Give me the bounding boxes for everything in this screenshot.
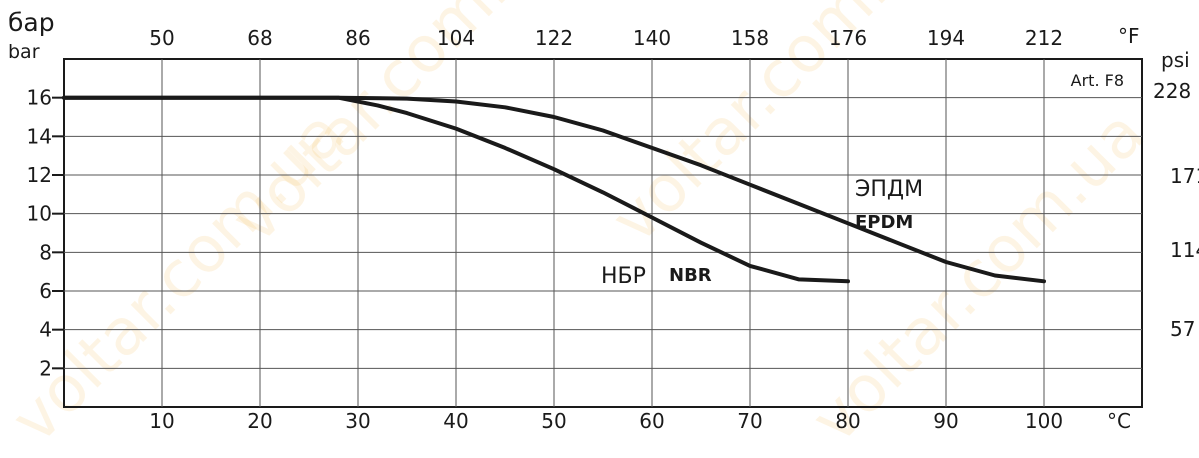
nbr-label-en: NBR [669, 265, 712, 286]
left-axis-label-en: bar [8, 41, 40, 63]
right-axis-unit: psi [1161, 48, 1190, 72]
pressure-temperature-chart: бар bar °F psi °C Art. F8 ЭПДМ EPDM НБР … [8, 8, 1199, 433]
series-line-epdm [62, 95, 1046, 284]
x-tick-label: 100 [1025, 409, 1063, 433]
y-tick-label: 10 [27, 202, 52, 226]
top-tick-label: 140 [633, 26, 671, 50]
y-tick-label: 6 [39, 279, 52, 303]
psi-tick-label: 228 [1153, 79, 1191, 103]
curves [62, 95, 1046, 284]
bottom-axis-unit: °C [1107, 409, 1131, 433]
y-tick-label: 2 [39, 356, 52, 380]
x-tick-label: 80 [835, 409, 860, 433]
top-tick-label: 68 [247, 26, 272, 50]
x-tick-label: 20 [247, 409, 272, 433]
top-tick-label: 122 [535, 26, 573, 50]
top-tick-label: 194 [927, 26, 965, 50]
y-tick-label: 12 [27, 163, 52, 187]
x-tick-label: 30 [345, 409, 370, 433]
plot-frame [63, 58, 1143, 408]
left-axis-label-ru: бар [8, 8, 55, 37]
top-tick-label: 158 [731, 26, 769, 50]
x-tick-label: 40 [443, 409, 468, 433]
epdm-label-ru: ЭПДМ [855, 177, 923, 202]
psi-tick-label: 114 [1170, 238, 1199, 262]
x-tick-label: 50 [541, 409, 566, 433]
top-tick-label: 104 [437, 26, 475, 50]
x-tick-label: 90 [933, 409, 958, 433]
grid [64, 59, 1142, 407]
y-tick-label: 8 [39, 240, 52, 264]
y-tick-label: 16 [27, 86, 52, 110]
psi-tick-label: 171 [1170, 164, 1199, 188]
x-tick-label: 60 [639, 409, 664, 433]
series-line-nbr [62, 95, 850, 284]
x-tick-label: 70 [737, 409, 762, 433]
psi-tick-label: 57 [1170, 317, 1195, 341]
art-label: Art. F8 [1071, 71, 1124, 90]
y-tick-label: 4 [39, 318, 52, 342]
nbr-label-ru: НБР [601, 264, 646, 289]
top-tick-label: 86 [345, 26, 370, 50]
y-tick-label: 14 [27, 124, 52, 148]
top-tick-label: 176 [829, 26, 867, 50]
top-axis-unit: °F [1118, 24, 1140, 48]
x-tick-label: 10 [149, 409, 174, 433]
epdm-label-en: EPDM [855, 212, 913, 233]
top-tick-label: 212 [1025, 26, 1063, 50]
top-tick-label: 50 [149, 26, 174, 50]
